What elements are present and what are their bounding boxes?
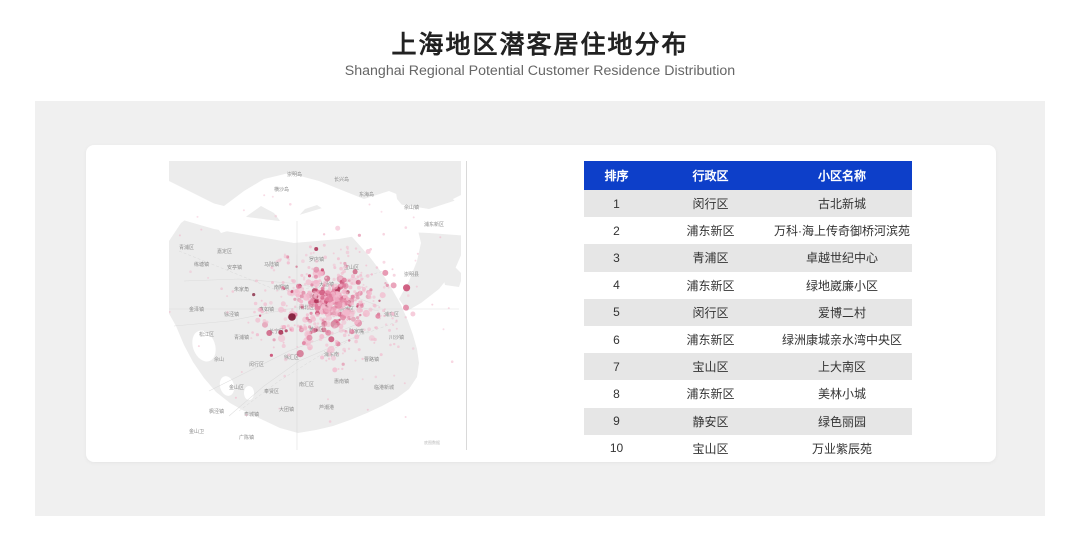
svg-text:惠南镇: 惠南镇 <box>334 378 349 385</box>
svg-text:横沙岛: 横沙岛 <box>274 186 289 193</box>
svg-text:大团镇: 大团镇 <box>279 406 294 413</box>
svg-text:闵行区: 闵行区 <box>249 361 264 368</box>
svg-text:川沙镇: 川沙镇 <box>389 334 404 341</box>
svg-text:长兴岛: 长兴岛 <box>334 176 349 183</box>
svg-text:崇明岛: 崇明岛 <box>287 171 302 178</box>
svg-text:金山卫: 金山卫 <box>189 428 204 435</box>
svg-text:南汇区: 南汇区 <box>299 381 314 388</box>
svg-text:奉贤区: 奉贤区 <box>264 388 279 395</box>
svg-text:崇明县: 崇明县 <box>404 271 419 278</box>
svg-text:佘山镇: 佘山镇 <box>404 204 419 211</box>
svg-text:嘉定区: 嘉定区 <box>217 248 232 255</box>
svg-text:金泽镇: 金泽镇 <box>189 306 204 313</box>
svg-text:底图数据: 底图数据 <box>424 439 440 445</box>
svg-text:青浦镇: 青浦镇 <box>234 334 249 341</box>
svg-text:东海岛: 东海岛 <box>359 191 374 198</box>
svg-text:佘山: 佘山 <box>214 356 224 363</box>
svg-text:朱家角: 朱家角 <box>234 286 249 293</box>
svg-text:广陈镇: 广陈镇 <box>239 434 254 441</box>
svg-text:浦东区: 浦东区 <box>384 311 399 318</box>
svg-text:临港新城: 临港新城 <box>374 384 394 391</box>
svg-text:芦潮港: 芦潮港 <box>319 404 334 411</box>
svg-text:安亭镇: 安亭镇 <box>227 264 242 271</box>
svg-text:青浦区: 青浦区 <box>179 244 194 251</box>
svg-text:松江区: 松江区 <box>199 331 214 338</box>
svg-text:练塘镇: 练塘镇 <box>194 261 209 268</box>
svg-text:浦东新区: 浦东新区 <box>424 221 444 228</box>
svg-text:曹路镇: 曹路镇 <box>364 356 379 363</box>
svg-text:枫泾镇: 枫泾镇 <box>209 408 224 415</box>
svg-text:金山区: 金山区 <box>229 384 244 391</box>
